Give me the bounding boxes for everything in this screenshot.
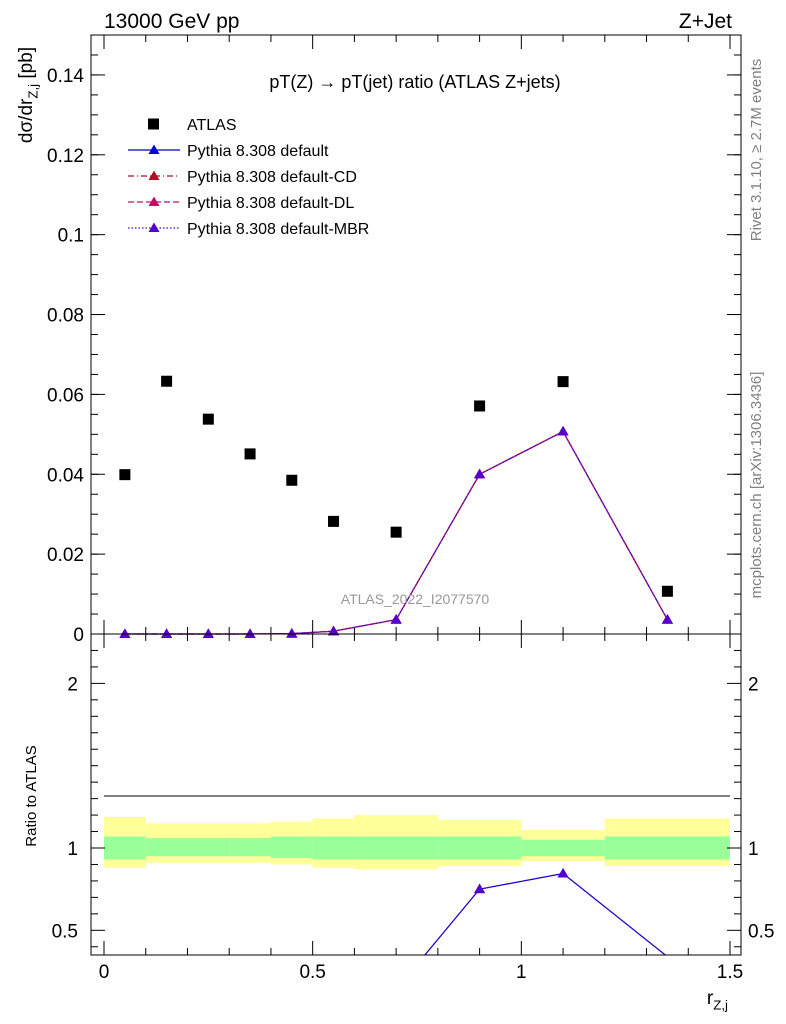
atlas-data-point <box>661 585 673 597</box>
header-right-label: Z+Jet <box>679 10 732 33</box>
main-y-tick-label: 0.06 <box>47 385 84 406</box>
main-y-tick-label: 0.1 <box>58 226 84 247</box>
main-y-axis-label: dσ/drZ,j [pb] <box>16 47 41 143</box>
atlas-data-point <box>202 413 214 425</box>
main-y-tick-label: 0.08 <box>47 306 84 327</box>
main-y-tick-label: 0.12 <box>47 146 84 167</box>
legend-label: Pythia 8.308 default-MBR <box>187 221 369 238</box>
header-left-label: 13000 GeV pp <box>104 10 239 33</box>
main-series-group <box>119 375 673 638</box>
atlas-data-point <box>119 469 131 481</box>
ratio-band-inner <box>312 836 355 860</box>
main-axis-ticks: 0 0.02 0.04 0.06 0.08 0.1 0.12 0.14 <box>47 35 741 646</box>
legend-marker-triangle <box>148 196 160 206</box>
legend-marker-triangle <box>148 170 160 180</box>
legend-label: ATLAS <box>187 117 237 134</box>
ratio-band-inner <box>145 838 188 857</box>
mc-series-marker <box>286 628 298 638</box>
mc-series-marker <box>661 614 673 624</box>
legend-marker-triangle <box>148 222 160 232</box>
mc-series-marker <box>244 628 256 638</box>
main-y-tick-label: 0.14 <box>47 66 84 87</box>
atlas-data-point <box>328 515 340 527</box>
ratio-series-marker <box>557 868 569 878</box>
legend-entry: Pythia 8.308 default-MBR <box>128 221 369 238</box>
main-title: pT(Z) → pT(jet) ratio (ATLAS Z+jets) <box>269 72 560 92</box>
ratio-axis-ticks: 0.5 0.5 1 1 2 2 0 0.5 1 1.5 <box>52 633 774 983</box>
ratio-band-inner <box>354 836 438 860</box>
atlas-data-point <box>557 376 569 388</box>
main-panel: 0 0.02 0.04 0.06 0.08 0.1 0.12 0.14 pT(Z) → pT(… <box>16 34 742 646</box>
legend-label: Pythia 8.308 default-CD <box>187 169 357 186</box>
ratio-band-inner <box>187 838 230 857</box>
legend-entry: ATLAS <box>148 117 237 134</box>
ratio-y-tick-label: 1 <box>67 839 78 860</box>
ratio-band-inner <box>104 836 146 860</box>
ratio-y-tick-label-right: 0.5 <box>748 921 774 942</box>
ratio-band-inner <box>604 836 730 860</box>
legend-label: Pythia 8.308 default <box>187 143 329 160</box>
atlas-data-point <box>244 448 256 460</box>
ratio-series-marker <box>474 883 486 894</box>
mc-series-marker <box>390 614 402 624</box>
ratio-series-line <box>424 872 667 955</box>
main-y-tick-label: 0 <box>73 625 84 646</box>
ratio-y-tick-label-right: 1 <box>748 839 759 860</box>
ratio-band-inner <box>437 836 522 860</box>
mc-series-marker <box>161 628 173 638</box>
main-y-tick-label: 0.02 <box>47 545 84 566</box>
legend-label: Pythia 8.308 default-DL <box>187 195 354 212</box>
ratio-band-inner <box>229 838 271 857</box>
mcplots-label: mcplots.cern.ch [arXiv:1306.3436] <box>748 372 765 599</box>
atlas-data-point <box>474 400 486 412</box>
ratio-series-line <box>424 872 667 955</box>
x-axis-label: rZ,j <box>707 988 728 1013</box>
legend: ATLAS Pythia 8.308 default Pythia 8.308 de… <box>128 117 369 238</box>
mc-series-marker <box>474 468 486 479</box>
legend-entry: Pythia 8.308 default <box>128 143 329 160</box>
x-tick-label: 1 <box>516 962 527 983</box>
legend-marker-triangle <box>148 144 160 154</box>
ratio-panel: 0.5 0.5 1 1 2 2 0 0.5 1 1.5 Ratio to ATLAS rZ,j <box>23 633 774 1013</box>
x-tick-label: 0 <box>99 962 110 983</box>
ratio-y-tick-label: 0.5 <box>52 921 78 942</box>
atlas-data-point <box>390 526 402 538</box>
ratio-band-inner <box>270 836 313 858</box>
atlas-data-point <box>161 375 173 387</box>
ratio-series-group <box>424 868 667 955</box>
atlas-data-point <box>286 474 298 486</box>
ratio-frame <box>90 633 742 956</box>
ratio-uncertainty-bands <box>104 815 730 870</box>
legend-marker-square <box>148 118 159 130</box>
mc-series-marker <box>328 625 340 636</box>
ratio-y-tick-label-right: 2 <box>748 674 759 695</box>
analysis-watermark: ATLAS_2022_I2077570 <box>341 591 490 607</box>
ratio-y-axis-label: Ratio to ATLAS <box>23 745 40 846</box>
legend-entry: Pythia 8.308 default-CD <box>128 169 357 186</box>
main-y-tick-label: 0.04 <box>47 465 84 486</box>
ratio-band-inner <box>521 839 605 857</box>
ratio-y-tick-label: 2 <box>67 674 78 695</box>
legend-entry: Pythia 8.308 default-DL <box>128 195 354 212</box>
rivet-version-label: Rivet 3.1.10, ≥ 2.7M events <box>748 59 765 242</box>
mc-series-marker <box>119 628 131 638</box>
mc-series-marker <box>202 628 214 638</box>
mc-series-line <box>124 430 668 635</box>
mc-series-marker <box>557 426 569 436</box>
x-tick-label: 0.5 <box>299 962 325 983</box>
x-tick-label: 1.5 <box>717 962 743 983</box>
